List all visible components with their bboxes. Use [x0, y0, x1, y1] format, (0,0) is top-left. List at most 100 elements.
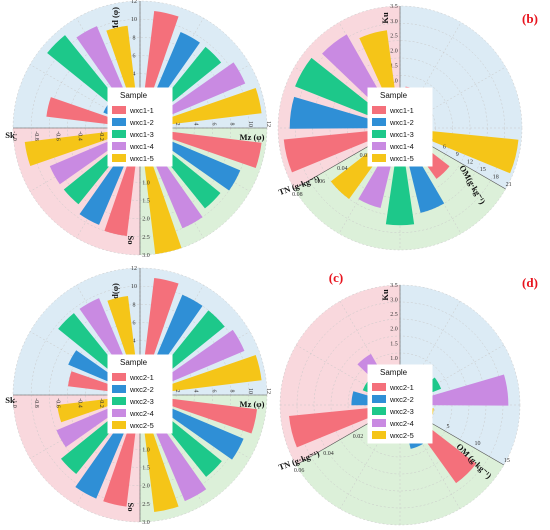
polar-panel-a: 024681012Md (φ)024681012Mz (φ)0.00.51.01…: [5, 0, 343, 259]
legend-item: wxc1-5: [389, 154, 414, 163]
legend-item: wxc2-4: [129, 409, 154, 418]
tick-label: 15: [480, 167, 486, 173]
bar-wxc1-5: [417, 129, 519, 174]
tick-label: 0.04: [337, 166, 348, 172]
tick-label: 15: [504, 458, 510, 464]
legend-item: wxc1-3: [129, 130, 154, 139]
bar-wxc2-4: [56, 402, 125, 448]
legend-swatch: [372, 419, 386, 427]
tick-label: 2.5: [390, 312, 398, 318]
tick-label: 0.06: [315, 179, 326, 185]
bar-wxc1-5: [157, 87, 262, 126]
bar-wxc2-5: [157, 354, 262, 393]
polar-panel-d: 00.51.01.52.02.53.03.5Ku051015OM (g·kg⁻¹…: [277, 275, 538, 526]
tick-label: 1.0: [142, 180, 150, 186]
tick-label: 0.04: [323, 451, 334, 457]
bar-wxc2-1: [157, 397, 258, 434]
tick-label: 10: [474, 441, 480, 447]
axis-label: So: [126, 236, 136, 245]
tick-label: 8: [133, 35, 136, 41]
bar-wxc1-1: [46, 97, 123, 126]
tick-label: -1.0: [11, 398, 17, 408]
tick-label: 12: [265, 388, 271, 394]
tick-label: 1.5: [142, 466, 150, 472]
tick-label: 0.06: [294, 468, 305, 474]
legend-swatch: [112, 421, 126, 429]
legend-swatch: [372, 106, 386, 114]
tick-label: 0.02: [360, 153, 371, 159]
tick-label: 8: [229, 390, 235, 393]
legend-swatch: [372, 431, 386, 439]
tick-label: -0.4: [76, 398, 82, 408]
legend-item: wxc1-2: [389, 118, 414, 127]
panel-label: (d): [522, 275, 538, 290]
legend-item: wxc2-5: [389, 431, 414, 440]
bar-wxc1-1: [142, 10, 179, 111]
bar-wxc1-3: [295, 57, 386, 121]
tick-label: 0.08: [292, 192, 303, 198]
bar-wxc1-4: [49, 135, 125, 185]
bar-wxc2-5: [57, 397, 123, 423]
tick-label: 6: [443, 145, 446, 151]
tick-label: 4: [133, 339, 136, 345]
bar-wxc1-5: [24, 130, 123, 166]
tick-label: 1.0: [390, 78, 398, 84]
bar-wxc2-1: [142, 277, 179, 378]
tick-label: 2.0: [390, 49, 398, 55]
tick-label: 12: [265, 121, 271, 127]
tick-label: 6: [211, 123, 217, 126]
legend-swatch: [372, 142, 386, 150]
legend-swatch: [112, 154, 126, 162]
tick-label: 12: [467, 160, 473, 166]
legend-box: [367, 364, 433, 444]
legend-swatch: [372, 118, 386, 126]
tick-label: -1.0: [11, 131, 17, 141]
tick-label: 3.0: [142, 253, 150, 259]
legend-item: wxc2-1: [129, 373, 154, 382]
tick-label: 1.0: [390, 356, 398, 362]
tick-label: 10: [131, 17, 137, 23]
tick-label: 3.5: [390, 283, 398, 289]
tick-label: 10: [131, 284, 137, 290]
legend-box: [107, 87, 173, 167]
tick-label: 12: [131, 0, 137, 5]
panel-label: (b): [522, 11, 538, 26]
tick-label: 2.0: [142, 217, 150, 223]
legend-title: Sample: [120, 91, 148, 100]
legend-swatch: [112, 106, 126, 114]
legend-box: [367, 87, 433, 167]
bar-wxc1-1: [283, 129, 383, 173]
tick-label: 3.0: [142, 520, 150, 526]
legend-box: [107, 354, 173, 434]
axis-label: Md(φ): [110, 283, 120, 307]
background-sector: [296, 414, 504, 525]
bar-wxc2-1: [103, 412, 138, 507]
tick-label: 1.5: [390, 341, 398, 347]
axis-label: Md (φ): [110, 7, 120, 33]
tick-label: 2.5: [390, 34, 398, 40]
legend-title: Sample: [380, 91, 408, 100]
legend-item: wxc2-4: [389, 419, 414, 428]
axis-label: Mz (φ): [240, 132, 265, 142]
legend-swatch: [372, 383, 386, 391]
grid-circle: [277, 5, 523, 251]
legend-title: Sample: [120, 358, 148, 367]
legend: Sample wxc2-1 wxc2-2 wxc2-3 wxc2-4 wxc2-5: [367, 364, 433, 444]
legend-swatch: [112, 118, 126, 126]
tick-label: 9: [456, 152, 459, 158]
bar-wxc1-3: [385, 146, 415, 226]
tick-label: 10: [247, 388, 253, 394]
tick-label: 10: [247, 121, 253, 127]
tick-label: 12: [131, 266, 137, 272]
legend-item: wxc2-5: [129, 421, 154, 430]
bar-wxc2-2: [155, 402, 244, 460]
legend-item: wxc1-1: [129, 106, 154, 115]
axis-label: Mz (φ): [240, 399, 265, 409]
tick-label: 8: [229, 123, 235, 126]
tick-label: 5: [447, 424, 450, 430]
legend-item: wxc2-3: [129, 397, 154, 406]
legend-item: wxc2-2: [389, 395, 414, 404]
panel-label: (c): [329, 270, 343, 285]
legend-swatch: [112, 373, 126, 381]
axis-label: Sk: [5, 395, 15, 405]
